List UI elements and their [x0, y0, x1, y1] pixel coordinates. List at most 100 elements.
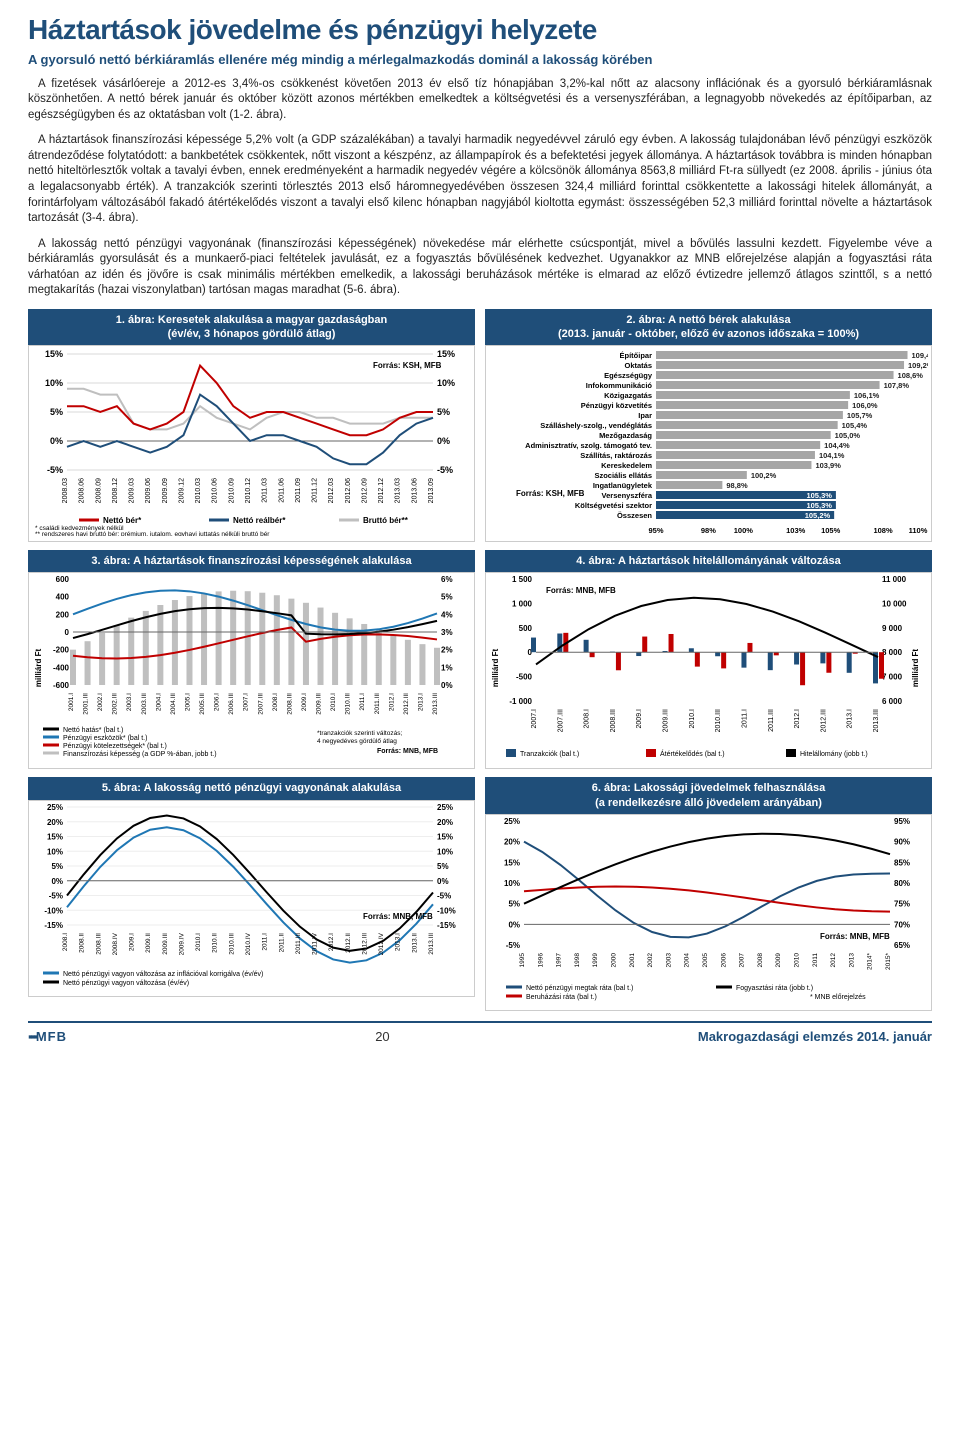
svg-text:Adminisztratív, szolg. támogat: Adminisztratív, szolg. támogató tev.: [525, 441, 652, 450]
svg-text:2007.I: 2007.I: [243, 693, 250, 711]
svg-text:100%: 100%: [734, 526, 754, 535]
svg-text:105,3%: 105,3%: [806, 501, 832, 510]
svg-text:2010.III: 2010.III: [228, 933, 235, 955]
svg-text:2009.I: 2009.I: [301, 693, 308, 711]
svg-text:2013.09: 2013.09: [428, 478, 435, 503]
svg-text:2004.III: 2004.III: [170, 693, 177, 715]
svg-text:0%: 0%: [441, 681, 453, 690]
svg-text:2013.I: 2013.I: [417, 693, 424, 711]
svg-text:2009.III: 2009.III: [316, 693, 323, 715]
svg-text:2010.III: 2010.III: [715, 709, 722, 732]
svg-text:2008.III: 2008.III: [610, 709, 617, 732]
svg-text:2012.II: 2012.II: [345, 933, 352, 953]
svg-text:-15%: -15%: [437, 921, 456, 930]
svg-text:** rendszeres havi bruttó bér:: ** rendszeres havi bruttó bér: prémium, …: [35, 531, 270, 536]
svg-text:5%: 5%: [441, 593, 453, 602]
svg-text:2008.12: 2008.12: [112, 478, 119, 503]
svg-text:2005: 2005: [702, 953, 709, 968]
svg-text:2010.I: 2010.I: [689, 709, 696, 729]
svg-text:8 000: 8 000: [882, 649, 903, 658]
svg-text:Átértékelődés (bal t.): Átértékelődés (bal t.): [660, 749, 725, 758]
svg-text:500: 500: [519, 624, 533, 633]
svg-text:1996: 1996: [537, 953, 544, 968]
svg-text:5%: 5%: [51, 862, 63, 871]
svg-text:Nettó pénzügyi vagyon változás: Nettó pénzügyi vagyon változása az inflá…: [63, 971, 263, 978]
svg-text:Költségvetési szektor: Költségvetési szektor: [575, 501, 652, 510]
svg-text:25%: 25%: [437, 803, 453, 812]
svg-text:2009.12: 2009.12: [178, 478, 185, 503]
svg-text:Mezőgazdaság: Mezőgazdaság: [599, 431, 652, 440]
svg-text:2012.I: 2012.I: [794, 709, 801, 729]
footer-source: Makrogazdasági elemzés 2014. január: [698, 1029, 932, 1044]
svg-text:2012.IV: 2012.IV: [378, 932, 385, 955]
svg-text:1%: 1%: [441, 664, 453, 673]
svg-text:108%: 108%: [873, 526, 893, 535]
svg-text:2005.III: 2005.III: [199, 693, 206, 715]
svg-text:Forrás: MNB, MFB: Forrás: MNB, MFB: [546, 586, 616, 595]
svg-text:1 000: 1 000: [512, 600, 533, 609]
svg-text:2002.I: 2002.I: [97, 693, 104, 711]
svg-text:98,8%: 98,8%: [726, 481, 748, 490]
svg-text:15%: 15%: [504, 858, 520, 867]
svg-text:Nettó hatás* (bal t.): Nettó hatás* (bal t.): [63, 727, 123, 734]
svg-text:105,4%: 105,4%: [842, 421, 868, 430]
svg-text:Infokommunikáció: Infokommunikáció: [586, 381, 653, 390]
svg-text:6%: 6%: [441, 575, 453, 584]
svg-text:2002: 2002: [647, 953, 654, 968]
svg-text:6 000: 6 000: [882, 697, 903, 706]
svg-text:2010.I: 2010.I: [195, 933, 202, 951]
paragraph-2: A háztartások finanszírozási képessége 5…: [28, 133, 932, 226]
svg-text:2013.I: 2013.I: [847, 709, 854, 729]
svg-text:2013.06: 2013.06: [411, 478, 418, 503]
svg-text:2%: 2%: [441, 646, 453, 655]
svg-text:Nettó bér*: Nettó bér*: [103, 516, 142, 525]
chart-2: 2. ábra: A nettó bérek alakulása (2013. …: [485, 309, 932, 543]
svg-text:2008.II: 2008.II: [79, 933, 86, 953]
svg-text:Bruttó bér**: Bruttó bér**: [363, 516, 409, 525]
svg-text:110%: 110%: [909, 526, 928, 535]
svg-text:2003: 2003: [665, 953, 672, 968]
svg-text:2013.03: 2013.03: [395, 478, 402, 503]
svg-text:Összesen: Összesen: [617, 511, 652, 520]
svg-text:2006.I: 2006.I: [214, 693, 221, 711]
svg-text:2010.03: 2010.03: [195, 478, 202, 503]
svg-text:2010.III: 2010.III: [345, 693, 352, 715]
svg-text:Pénzügyi kötelezettségek* (bal: Pénzügyi kötelezettségek* (bal t.): [63, 743, 167, 750]
svg-text:2012.I: 2012.I: [328, 933, 335, 951]
svg-text:2009.I: 2009.I: [636, 709, 643, 729]
svg-text:-5%: -5%: [506, 941, 520, 950]
page-number: 20: [375, 1029, 389, 1044]
svg-text:15%: 15%: [45, 349, 63, 359]
svg-text:20%: 20%: [47, 818, 63, 827]
svg-text:0%: 0%: [50, 436, 63, 446]
chart-4: 4. ábra: A háztartások hitelállományának…: [485, 550, 932, 769]
svg-text:0%: 0%: [437, 436, 450, 446]
svg-text:2007.I: 2007.I: [531, 709, 538, 729]
chart-3-title: 3. ábra: A háztartások finanszírozási ké…: [28, 550, 475, 572]
svg-text:2012.09: 2012.09: [361, 478, 368, 503]
svg-text:milliárd Ft: milliárd Ft: [911, 649, 920, 688]
svg-text:2012.III: 2012.III: [820, 709, 827, 732]
svg-text:2014*: 2014*: [867, 953, 874, 970]
svg-text:-500: -500: [516, 673, 533, 682]
svg-text:-1 000: -1 000: [509, 697, 532, 706]
svg-text:85%: 85%: [894, 858, 910, 867]
svg-text:Szállítás, raktározás: Szállítás, raktározás: [580, 451, 652, 460]
svg-text:2001.III: 2001.III: [83, 693, 90, 715]
svg-text:2012.03: 2012.03: [328, 478, 335, 503]
svg-text:Kereskedelem: Kereskedelem: [601, 461, 652, 470]
svg-text:2005.I: 2005.I: [184, 693, 191, 711]
svg-text:* MNB előrejelzés: * MNB előrejelzés: [810, 994, 866, 1001]
svg-text:1995: 1995: [519, 953, 526, 968]
svg-text:104,4%: 104,4%: [824, 441, 850, 450]
svg-text:Finanszírozási képesség (a GDP: Finanszírozási képesség (a GDP %-ában, j…: [63, 751, 217, 758]
svg-text:Fogyasztási ráta (jobb t.): Fogyasztási ráta (jobb t.): [736, 985, 813, 992]
svg-text:Építőipar: Építőipar: [619, 351, 652, 360]
svg-text:2011.I: 2011.I: [359, 693, 366, 711]
svg-text:109,4%: 109,4%: [912, 351, 928, 360]
svg-text:105,3%: 105,3%: [806, 491, 832, 500]
svg-text:-10%: -10%: [437, 906, 456, 915]
svg-text:1 500: 1 500: [512, 575, 533, 584]
svg-text:Forrás: KSH, MFB: Forrás: KSH, MFB: [373, 361, 442, 370]
svg-text:2008: 2008: [757, 953, 764, 968]
